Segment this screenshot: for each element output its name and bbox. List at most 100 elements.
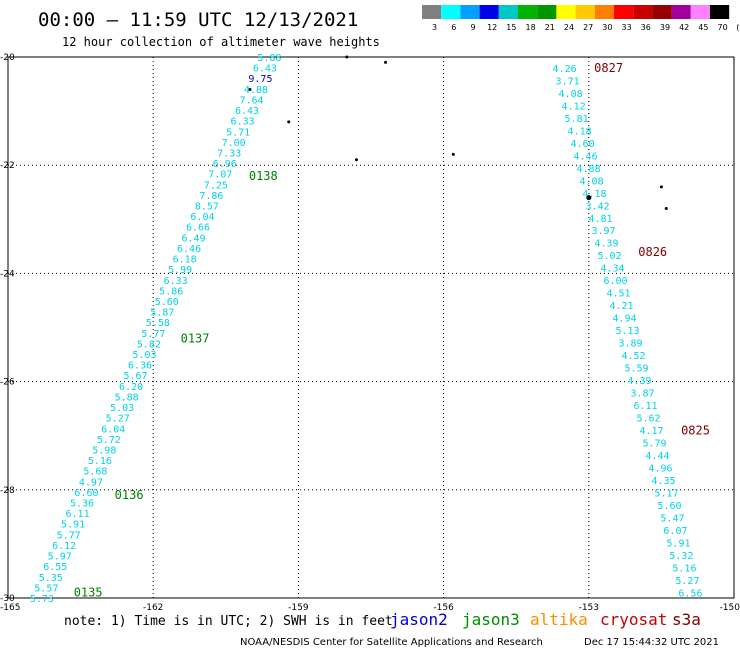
pass-time-label: 0135 xyxy=(74,586,103,600)
color-swatch xyxy=(652,5,672,19)
footer-timestamp: Dec 17 15:44:32 UTC 2021 xyxy=(584,637,719,648)
wave-height-label: 5.98 xyxy=(92,445,116,456)
wave-height-label: 4.60 xyxy=(571,139,595,150)
wave-height-label: 5.86 xyxy=(159,286,183,297)
wave-height-label: 6.55 xyxy=(43,562,67,573)
color-swatch xyxy=(575,5,595,19)
wave-height-label: 5.72 xyxy=(97,435,121,446)
satellite-name-jason2: jason2 xyxy=(390,610,448,629)
wave-height-label: 4.51 xyxy=(606,289,630,300)
wave-height-label: 5.79 xyxy=(642,439,666,450)
color-swatch xyxy=(671,5,691,19)
color-scale-label: 3 xyxy=(432,23,437,32)
wave-height-label: 5.67 xyxy=(124,371,148,382)
wave-height-label: 5.59 xyxy=(624,364,648,375)
color-scale-label: 9 xyxy=(470,23,475,32)
pass-time-label: 0827 xyxy=(594,61,623,75)
wave-height-label: 5.77 xyxy=(141,329,165,340)
pass-time-label: 0825 xyxy=(681,423,710,437)
wave-height-label: 5.91 xyxy=(666,539,690,550)
wave-height-label: 5.97 xyxy=(48,552,72,563)
wave-height-label: 3.89 xyxy=(618,339,642,350)
wave-height-label: 5.60 xyxy=(155,297,179,308)
color-swatch xyxy=(710,5,730,19)
satellite-name-altika: altika xyxy=(530,610,588,629)
wave-height-label: 5.13 xyxy=(615,326,639,337)
island-marker xyxy=(664,206,668,210)
color-scale-label: 24 xyxy=(564,23,574,32)
color-swatch xyxy=(556,5,576,19)
color-swatch xyxy=(422,5,442,19)
wave-height-label: 6.60 xyxy=(74,488,98,499)
island-marker xyxy=(384,60,388,64)
islands-layer xyxy=(248,55,668,210)
color-swatch xyxy=(479,5,499,19)
wave-height-label: 5.62 xyxy=(636,414,660,425)
wave-height-label: 4.94 xyxy=(612,314,636,325)
wave-height-label: 9.75 xyxy=(248,74,272,85)
color-swatch xyxy=(633,5,653,19)
color-scale-label: 18 xyxy=(526,23,536,32)
wave-height-label: 5.81 xyxy=(565,114,589,125)
y-tick-label: -22 xyxy=(0,161,15,171)
pass-time-label: 0137 xyxy=(181,331,210,345)
wave-height-label: 5.88 xyxy=(115,392,139,403)
wave-height-label: 4.21 xyxy=(609,301,633,312)
wave-height-label: 4.39 xyxy=(627,376,651,387)
color-scale-label: 21 xyxy=(545,23,555,32)
island-marker xyxy=(354,158,358,162)
wave-height-label: 5.47 xyxy=(660,514,684,525)
x-tick-label: -162 xyxy=(143,603,163,613)
wave-height-label: 5.03 xyxy=(132,350,156,361)
island-marker xyxy=(586,195,592,201)
wave-height-label: 5.87 xyxy=(150,308,174,319)
satellite-name-s3a: s3a xyxy=(672,610,701,629)
wave-height-label: 3.42 xyxy=(586,201,610,212)
wave-height-label: 6.11 xyxy=(633,401,657,412)
wave-height-label: 5.02 xyxy=(597,251,621,262)
color-scale-label: 30 xyxy=(602,23,612,32)
wave-height-label: 5.71 xyxy=(226,127,250,138)
wave-height-label: 4.08 xyxy=(559,89,583,100)
pass-time-label: 0138 xyxy=(249,169,278,183)
wave-height-label: 7.07 xyxy=(208,170,232,181)
x-tick-label: -153 xyxy=(579,603,599,613)
wave-height-label: 3.87 xyxy=(630,389,654,400)
color-scale-label: 39 xyxy=(660,23,670,32)
wave-height-label: 8.57 xyxy=(195,202,219,213)
wave-height-label: 6.20 xyxy=(119,382,143,393)
y-tick-label: -24 xyxy=(0,269,15,279)
wave-height-label: 7.86 xyxy=(199,191,223,202)
footer-note: note: 1) Time is in UTC; 2) SWH is in fe… xyxy=(64,614,393,629)
color-scale-label: 12 xyxy=(487,23,497,32)
wave-height-label: 6.11 xyxy=(66,509,90,520)
wave-height-label: 4.18 xyxy=(568,126,592,137)
island-marker xyxy=(345,55,349,59)
color-swatch xyxy=(594,5,614,19)
wave-height-label: 5.32 xyxy=(669,551,693,562)
color-scale-label: 33 xyxy=(622,23,632,32)
wave-height-label: 4.81 xyxy=(589,214,613,225)
axis-ticks: -165 -162 -159 -156 -153 -150 -20 -22 -24 -26 -28 -… xyxy=(0,53,740,613)
wave-height-label: 6.43 xyxy=(235,106,259,117)
wave-height-label: 6.33 xyxy=(164,276,188,287)
color-swatch xyxy=(518,5,538,19)
wave-height-label: 5.73 xyxy=(30,594,54,605)
wave-height-label: 4.17 xyxy=(639,426,663,437)
wave-height-label: 4.12 xyxy=(562,101,586,112)
wave-height-label: 5.03 xyxy=(110,403,134,414)
y-tick-label: -28 xyxy=(0,486,15,496)
wave-height-label: 3.97 xyxy=(592,226,616,237)
wave-height-label: 6.66 xyxy=(186,223,210,234)
color-scale-label: (ft) xyxy=(736,23,740,32)
satellite-name-jason3: jason3 xyxy=(462,610,520,629)
island-marker xyxy=(248,87,252,91)
wave-height-label: 5.88 xyxy=(257,53,281,64)
wave-height-label: 6.49 xyxy=(181,233,205,244)
wave-height-label: 5.16 xyxy=(88,456,112,467)
island-marker xyxy=(287,120,291,124)
pass-time-label: 0136 xyxy=(115,488,144,502)
wave-height-label: 5.17 xyxy=(654,489,678,500)
wave-height-label: 5.77 xyxy=(57,530,81,541)
